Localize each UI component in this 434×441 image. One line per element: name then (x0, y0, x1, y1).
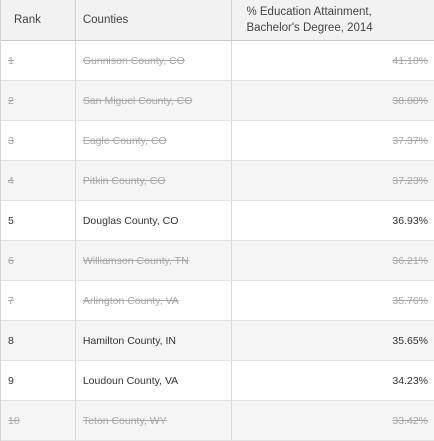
table-row[interactable]: 9 Loudoun County, VA 34.23% (1, 361, 434, 401)
counties-header-label: Counties (82, 14, 129, 26)
county-cell: Eagle County, CO (76, 121, 233, 160)
value-cell: 35.65% (392, 334, 429, 347)
table-body: 1 Gunnison County, CO 41.18% 2 San Miguel Co… (1, 41, 434, 441)
metric-header-line-1: % Education Attainment, (246, 6, 372, 18)
county-cell: Hamilton County, IN (76, 321, 233, 360)
value-cell: 35.76% (392, 294, 429, 307)
table-row[interactable]: 7 Arlington County, VA 35.76% (1, 281, 434, 321)
metric-header-line-2: Bachelor's Degree, 2014 (246, 22, 373, 34)
table-row[interactable]: 6 Williamson County, TN 36.21% (1, 241, 434, 281)
county-cell: Gunnison County, CO (76, 41, 233, 80)
value-cell: 36.93% (392, 214, 429, 227)
table-row[interactable]: 10 Teton County, WY 33.42% (1, 401, 434, 441)
county-cell: Loudoun County, VA (76, 361, 233, 400)
rank-cell: 9 (1, 361, 76, 400)
value-cell: 38.88% (392, 94, 429, 107)
table-row[interactable]: 8 Hamilton County, IN 35.65% (1, 321, 434, 361)
value-cell: 41.18% (392, 54, 429, 67)
rank-cell: 8 (1, 321, 76, 360)
table-row[interactable]: 1 Gunnison County, CO 41.18% (1, 41, 434, 81)
table-row[interactable]: 2 San Miguel County, CO 38.88% (1, 81, 434, 121)
rank-cell: 3 (1, 121, 76, 160)
value-cell: 33.42% (392, 414, 429, 427)
rank-cell: 6 (1, 241, 76, 280)
metric-column-header[interactable]: % Education Attainment, Bachelor's Degre… (232, 0, 434, 40)
rank-cell: 10 (1, 401, 76, 440)
county-cell: Williamson County, TN (76, 241, 233, 280)
value-cell: 36.21% (392, 254, 429, 267)
table-header: Rank Counties % Education Attainment, Ba… (1, 0, 434, 41)
rank-cell: 1 (1, 41, 76, 80)
rank-cell: 2 (1, 81, 76, 120)
metric-header-label: % Education Attainment, Bachelor's Degre… (246, 4, 372, 36)
table-row[interactable]: 3 Eagle County, CO 37.37% (1, 121, 434, 161)
rank-column-header[interactable]: Rank (1, 0, 76, 40)
rank-cell: 5 (1, 201, 76, 240)
value-cell: 34.23% (392, 374, 429, 387)
rank-cell: 4 (1, 161, 76, 200)
county-cell: Arlington County, VA (76, 281, 233, 320)
table-row[interactable]: 5 Douglas County, CO 36.93% (1, 201, 434, 241)
table-row[interactable]: 4 Pitkin County, CO 37.23% (1, 161, 434, 201)
value-cell: 37.23% (392, 174, 429, 187)
county-cell: Pitkin County, CO (76, 161, 233, 200)
county-cell: Douglas County, CO (76, 201, 233, 240)
counties-column-header[interactable]: Counties (76, 0, 233, 40)
rank-cell: 7 (1, 281, 76, 320)
county-cell: San Miguel County, CO (76, 81, 233, 120)
county-cell: Teton County, WY (76, 401, 233, 440)
value-cell: 37.37% (392, 134, 429, 147)
rank-header-label: Rank (14, 14, 41, 26)
